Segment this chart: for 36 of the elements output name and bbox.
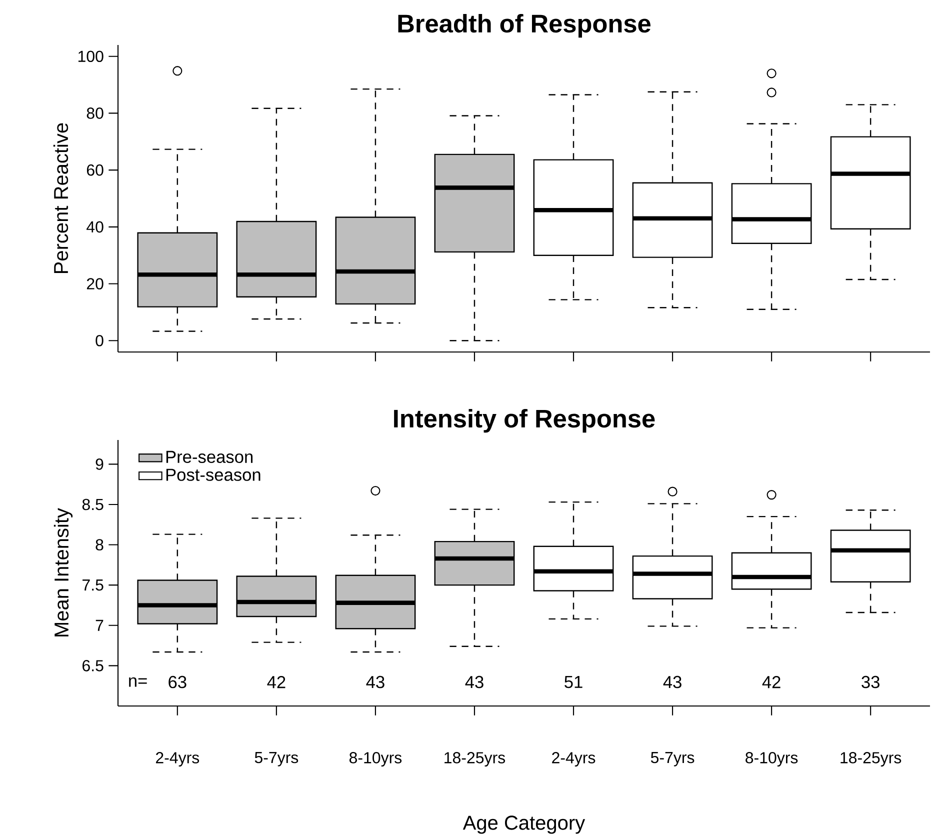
x-tick-label: 5-7yrs [254, 752, 298, 766]
annotation: 42 [762, 676, 780, 688]
y-tick-label: 100 [78, 50, 104, 62]
annotation: n= [129, 677, 147, 687]
legend-label: Pre-season [166, 450, 253, 464]
annotation: 51 [564, 676, 582, 688]
y-tick-label: 40 [86, 221, 104, 233]
annotation: 43 [366, 676, 384, 688]
y-tick-label: 20 [86, 278, 104, 290]
x-tick-label: 8-10yrs [746, 752, 798, 767]
x-axis-title: Age Category [462, 816, 586, 834]
x-tick-label: 2-4yrs [156, 752, 200, 767]
x-tick-label: 8-10yrs [349, 752, 402, 767]
chart-title: Breadth of Response [398, 14, 650, 38]
x-tick-label: 18-25yrs [444, 752, 506, 767]
chart-title: Intensity of Response [394, 409, 655, 433]
annotation: 33 [862, 676, 880, 688]
y-axis-title: Percent Reactive [53, 123, 68, 274]
y-tick-label: 0 [96, 334, 104, 346]
x-tick-label: 2-4yrs [552, 752, 596, 767]
x-tick-label: 18-25yrs [840, 752, 902, 767]
y-tick-label: 8 [96, 539, 104, 550]
y-tick-label: 6.5 [82, 660, 104, 672]
y-tick-label: 7 [96, 620, 104, 631]
legend-label: Post-season [166, 468, 260, 481]
y-tick-label: 8.5 [82, 498, 104, 510]
y-tick-label: 60 [86, 164, 104, 176]
annotation: 43 [465, 676, 484, 688]
y-tick-label: 7.5 [82, 580, 104, 591]
annotation: 42 [267, 676, 286, 688]
y-tick-label: 9 [96, 458, 104, 470]
annotation: 43 [663, 676, 682, 688]
y-axis-title: Mean Intensity [54, 508, 73, 636]
x-tick-label: 5-7yrs [650, 752, 694, 766]
y-tick-label: 80 [86, 108, 104, 119]
annotation: 63 [168, 676, 186, 688]
